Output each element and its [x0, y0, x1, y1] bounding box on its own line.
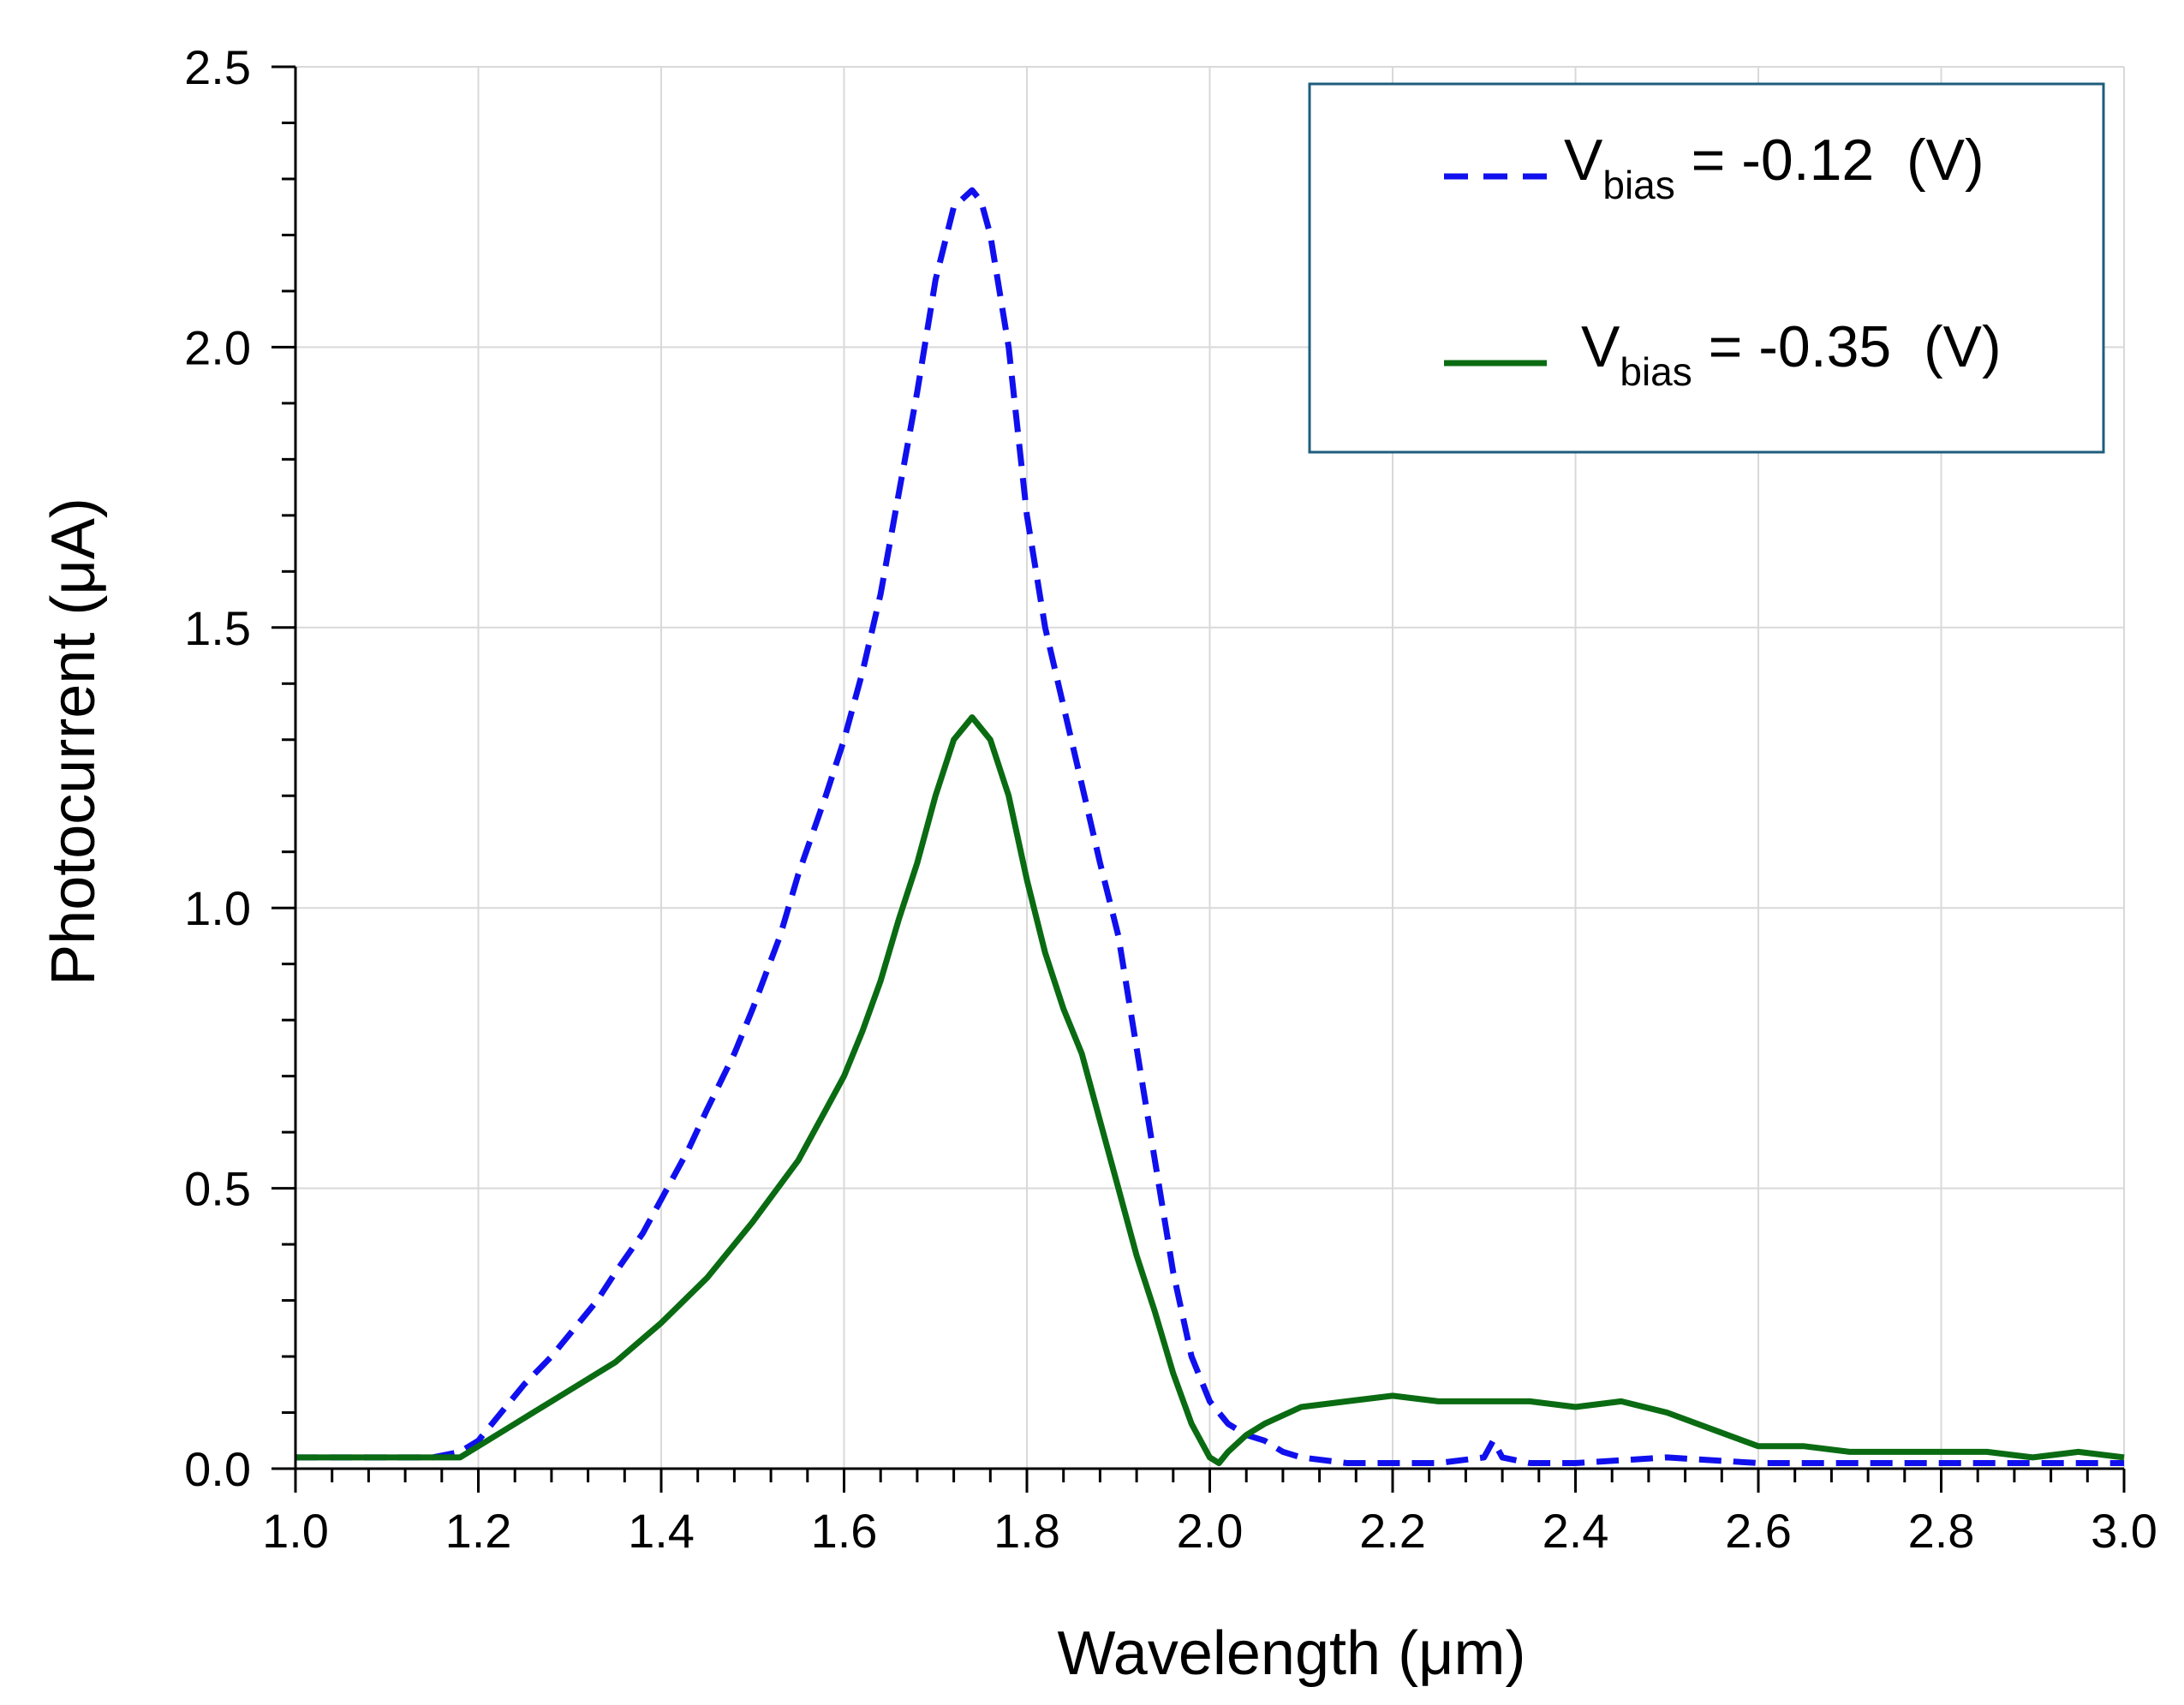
x-tick-label-2: 1.4: [628, 1504, 695, 1558]
x-tick-label-6: 2.2: [1359, 1504, 1426, 1558]
legend-box: [1308, 82, 2105, 454]
series-layer: [295, 187, 2125, 1466]
tick-labels: 1.0 1.2 1.4 1.6 1.8 2.0 2.2 2.4 2.6 2.8 3.0 0.0 0.5 1…: [184, 40, 2157, 1558]
x-tick-label-7: 2.4: [1543, 1504, 1609, 1558]
legend-label-0: Vbias = -0.12 (V): [1564, 128, 1984, 207]
y-tick-label-3: 1.5: [184, 601, 251, 655]
y-tick-label-5: 2.5: [184, 40, 251, 94]
legend-label-1-rest: = -0.35 (V): [1692, 314, 2002, 379]
y-axis-title: Photocurrent (μA): [39, 498, 108, 986]
x-tick-label-8: 2.6: [1725, 1504, 1792, 1558]
legend-label-0-v: V: [1564, 128, 1603, 193]
legend-label-1-v: V: [1581, 314, 1620, 379]
legend-label-0-sub: bias: [1602, 163, 1674, 207]
y-tick-label-1: 0.5: [184, 1162, 251, 1216]
x-tick-label-3: 1.6: [811, 1504, 878, 1558]
legend-label-1-sub: bias: [1620, 349, 1692, 394]
y-tick-label-2: 1.0: [184, 881, 251, 935]
y-tick-label-4: 2.0: [184, 320, 251, 374]
x-tick-label-4: 1.8: [994, 1504, 1060, 1558]
x-tick-label-1: 1.2: [445, 1504, 512, 1558]
x-tick-label-0: 1.0: [262, 1504, 329, 1558]
axes: [272, 65, 2126, 1493]
x-tick-label-9: 2.8: [1908, 1504, 1975, 1558]
x-axis-title: Wavelength (μm): [1058, 1619, 1526, 1688]
x-tick-label-5: 2.0: [1177, 1504, 1244, 1558]
x-tick-label-10: 3.0: [2091, 1504, 2157, 1558]
legend-label-1: Vbias = -0.35 (V): [1581, 314, 2002, 394]
legend: Vbias = -0.12 (V) Vbias = -0.35 (V): [1308, 82, 2105, 454]
series-line-0: [295, 187, 2124, 1466]
y-tick-label-0: 0.0: [184, 1442, 251, 1496]
legend-label-0-rest: = -0.12 (V): [1675, 128, 1984, 193]
series-line-1: [295, 714, 2125, 1466]
